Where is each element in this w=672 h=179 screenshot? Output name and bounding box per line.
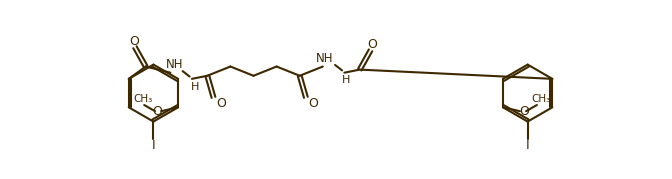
Text: CH₃: CH₃ bbox=[133, 94, 153, 104]
Text: H: H bbox=[191, 82, 199, 91]
Text: NH: NH bbox=[165, 59, 183, 71]
Text: O: O bbox=[216, 97, 226, 110]
Text: O: O bbox=[308, 97, 319, 110]
Text: O: O bbox=[367, 38, 377, 51]
Text: O: O bbox=[519, 105, 529, 118]
Text: I: I bbox=[152, 139, 155, 152]
Text: I: I bbox=[526, 139, 530, 152]
Text: NH: NH bbox=[317, 52, 334, 65]
Text: O: O bbox=[129, 35, 139, 48]
Text: H: H bbox=[342, 75, 350, 85]
Text: CH₃: CH₃ bbox=[531, 94, 550, 104]
Text: O: O bbox=[153, 105, 162, 118]
